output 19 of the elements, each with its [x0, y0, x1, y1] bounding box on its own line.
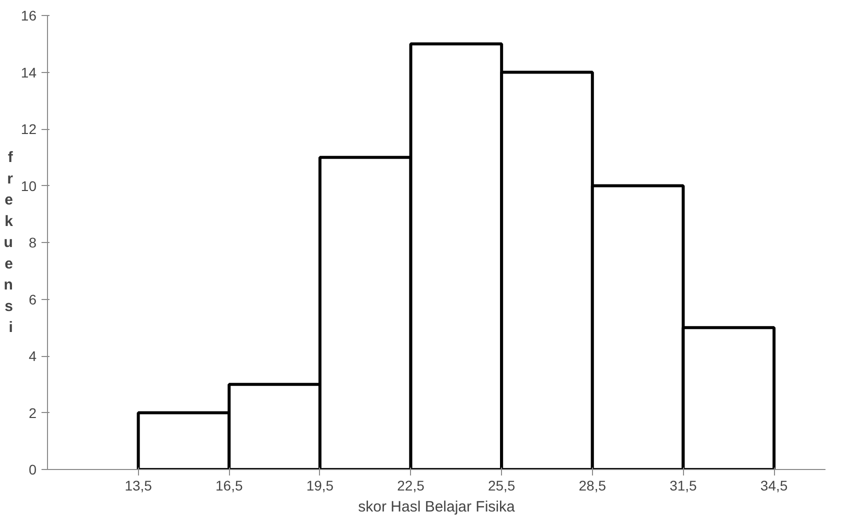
y-tick-label: 8 — [28, 234, 37, 250]
x-tick-label: 34,5 — [760, 478, 788, 494]
x-tick-label: 19,5 — [306, 478, 334, 494]
x-tick-label: 22,5 — [397, 478, 425, 494]
y-tick-label: 12 — [20, 121, 37, 137]
x-tick-label: 25,5 — [488, 478, 516, 494]
x-tick-label: 16,5 — [216, 478, 243, 494]
y-tick-label: 10 — [20, 178, 37, 194]
x-axis-title: skor Hasl Belajar Fisika — [358, 498, 516, 516]
y-tick-label: 2 — [28, 404, 37, 421]
y-tick-label: 0 — [28, 462, 37, 478]
y-tick-label: 16 — [20, 8, 37, 24]
y-tick-label: 6 — [28, 291, 37, 308]
y-tick-label: 14 — [20, 64, 37, 80]
y-tick-label: 4 — [28, 348, 37, 364]
x-tick-label: 13,5 — [124, 478, 152, 494]
text: frekuensi — [4, 149, 13, 336]
x-tick-label: 31,5 — [670, 478, 698, 494]
x-tick-label: 28,5 — [578, 478, 606, 494]
